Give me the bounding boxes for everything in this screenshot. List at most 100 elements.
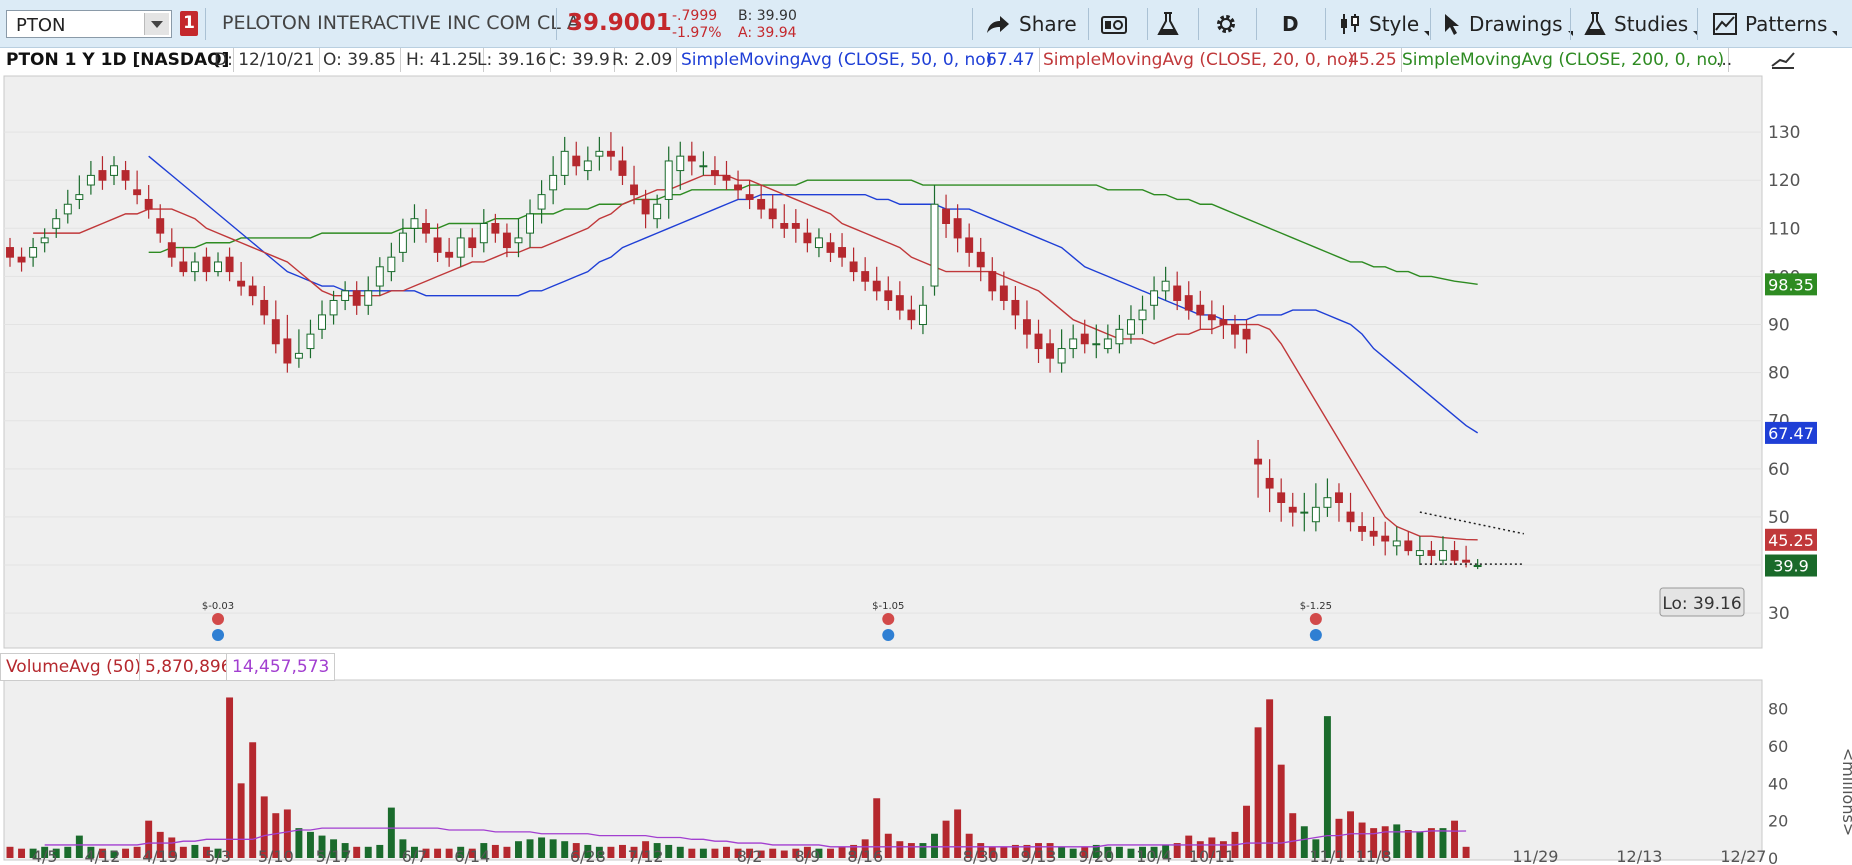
candle-body [872,280,881,292]
volume-bar [1427,828,1435,858]
cursor-arrow-icon [1445,14,1459,35]
volume-bar [226,697,234,858]
symbol-selector[interactable]: PTON [6,10,172,38]
volume-bar [260,796,268,858]
settings-button[interactable] [1214,10,1238,38]
candle [953,204,962,253]
volume-bar [769,848,777,858]
candle-body [491,223,500,234]
sma200-label[interactable]: SimpleMovingAvg (CLOSE, 200, 0, no) [1398,48,1730,72]
drawings-button[interactable]: Drawings [1443,10,1573,38]
candle-body [86,174,95,186]
candle [1381,521,1390,556]
volume-bar [122,848,130,858]
volume-bar [1104,846,1112,858]
divider [972,8,973,40]
range-value: R: 2.09 [608,48,678,72]
x-tick-label: 4/12 [84,847,120,865]
x-tick-label: 5/17 [316,847,352,865]
candle-body [942,208,951,225]
earnings-marker: $-1.05 [872,601,904,641]
symbol-text: PTON [16,15,66,36]
candle-body [907,309,916,321]
open-value: O: 39.85 [319,48,401,72]
candle [1415,536,1424,566]
candle [1369,516,1378,546]
volume-bar [353,846,361,858]
candle-body [40,237,49,244]
style-button[interactable]: Style [1339,10,1430,38]
volume-avg-value: 14,457,573 [226,653,336,681]
candle-body [1219,319,1228,326]
x-tick-label: 9/20 [1078,847,1114,865]
candle-body [838,247,847,258]
volume-bar [110,850,118,858]
candle-body [1473,565,1482,568]
toolbar: PTON 1 PELOTON INTERACTIVE INC COM CL A … [0,0,1852,48]
chart-style-icon[interactable] [1766,48,1800,72]
price-chart[interactable]: $-0.03$-1.05$-1.25 304050607080901001101… [0,72,1852,865]
patterns-button[interactable]: Patterns [1713,10,1838,38]
volume-bar [98,848,106,858]
volume-bar [1162,844,1170,858]
candle [1288,492,1297,527]
studies-button[interactable]: Studies [1584,10,1699,38]
candle-body [1196,304,1205,316]
chevron-down-icon[interactable] [144,13,169,35]
lab-button[interactable] [1157,10,1179,38]
screenshot-button[interactable] [1101,10,1127,38]
patterns-label: Patterns [1745,12,1828,36]
candle [1011,286,1020,330]
candle [1254,439,1263,498]
candle [1311,483,1320,532]
candle-body [52,218,61,229]
candle-body [1300,511,1309,514]
volume-bar [434,848,442,858]
alert-badge[interactable]: 1 [180,11,198,36]
volume-bar [1208,837,1216,858]
sma50-label[interactable]: SimpleMovingAvg (CLOSE, 50, 0, no) [681,50,993,70]
candle-body [791,223,800,229]
share-button[interactable]: Share [985,10,1077,38]
earnings-icon [212,613,225,625]
candle-body [549,174,558,191]
candle-body [1288,506,1297,513]
candle [86,160,95,195]
volume-study-label[interactable]: VolumeAvg (50) [0,653,148,681]
candle [872,266,881,301]
volume-bar [1243,805,1250,858]
candle [930,185,939,296]
candle [75,175,84,210]
sma20-value: 45.25 [1344,48,1402,72]
x-tick-label: 8/2 [737,847,763,865]
volume-bar [1046,843,1054,858]
x-tick-label: 4/19 [142,847,178,865]
candle [826,233,835,262]
candle-body [780,223,789,229]
candle [479,209,488,253]
candle [1300,492,1309,532]
candle [976,237,985,282]
candle-body [734,184,743,191]
earnings-marker: $-1.25 [1300,601,1332,641]
candle-body [133,189,142,196]
volume-bar [850,844,858,858]
aggregation-button[interactable]: D [1282,10,1299,38]
candle-body [341,290,350,301]
volume-bar [1335,818,1343,858]
sma20-label[interactable]: SimpleMovingAvg (CLOSE, 20, 0, no) [1043,50,1355,70]
volume-bar [954,809,962,858]
x-tick-label: 8/9 [795,847,821,865]
candle-body [722,174,731,181]
volume-bar [156,831,164,858]
volume-bar [676,846,684,858]
candle-body [190,261,199,273]
candle-body [364,290,373,306]
more-studies[interactable]: ... [1716,50,1733,70]
price-label-text: 67.47 [1768,424,1814,443]
divider [1697,8,1698,40]
candle-body [526,213,534,234]
candle-body [398,232,407,253]
volume-avg-line [44,827,1467,848]
bar-date: D: 12/10/21 [210,48,320,72]
